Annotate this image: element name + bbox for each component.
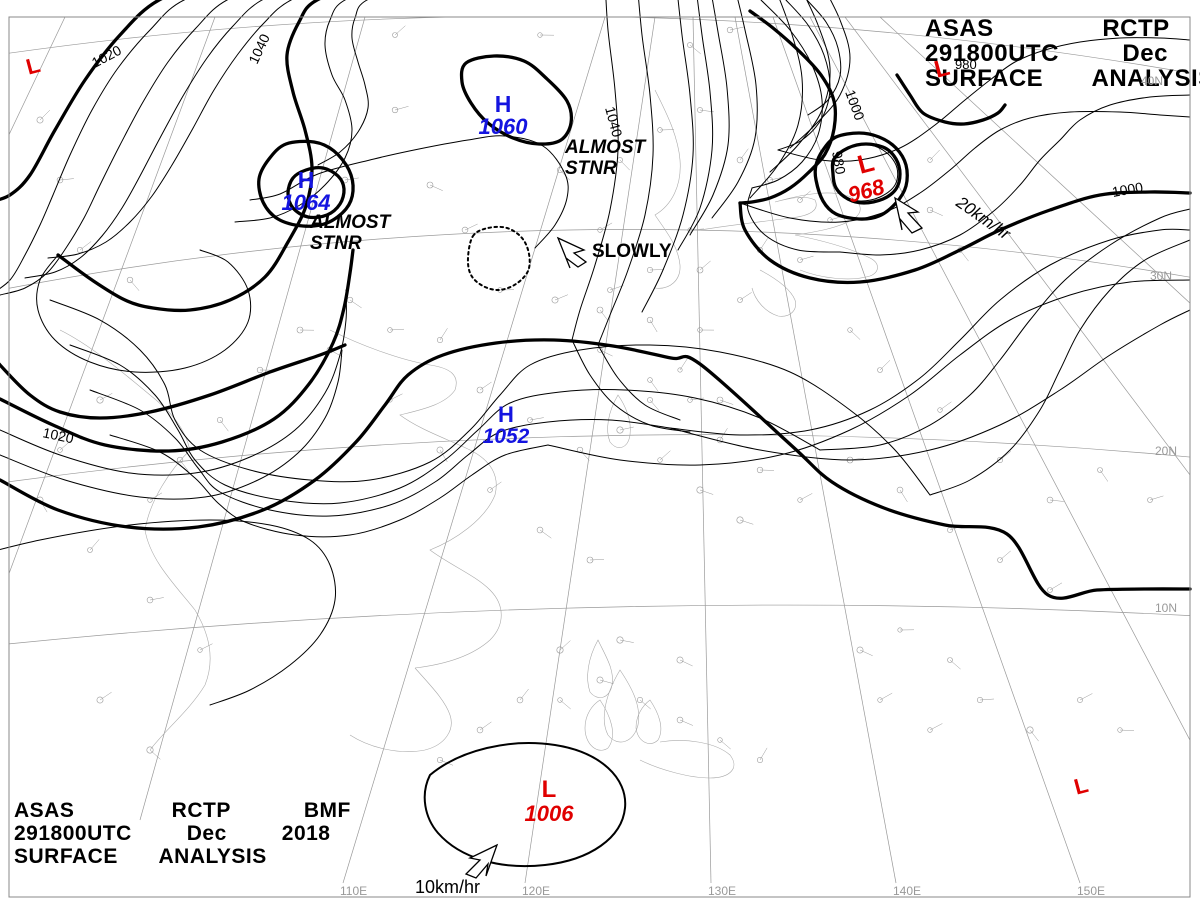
svg-text:968: 968 [845, 174, 888, 208]
svg-text:ALMOST: ALMOST [564, 137, 647, 158]
svg-text:140E: 140E [893, 884, 921, 898]
svg-text:L: L [23, 52, 42, 80]
svg-text:130E: 130E [708, 884, 736, 898]
svg-text:1040: 1040 [602, 105, 626, 139]
svg-text:291800UTC Dec 2018: 291800UTC Dec 2018 [14, 822, 330, 845]
svg-text:SLOWLY: SLOWLY [592, 241, 672, 262]
svg-text:980: 980 [955, 57, 977, 72]
svg-text:L: L [1071, 772, 1090, 800]
svg-text:ALMOST: ALMOST [309, 212, 392, 233]
svg-text:1000: 1000 [842, 88, 868, 123]
svg-text:30N: 30N [1150, 269, 1172, 283]
svg-text:110E: 110E [340, 884, 367, 898]
svg-text:ASAS RCTP BMF: ASAS RCTP BMF [925, 15, 1200, 42]
svg-text:40N: 40N [1141, 74, 1163, 88]
svg-text:STNR: STNR [310, 233, 362, 254]
svg-text:SURFACE ANALYSIS: SURFACE ANALYSIS [14, 845, 267, 868]
svg-text:1000: 1000 [1111, 179, 1145, 200]
svg-text:ASAS RCTP BMF: ASAS RCTP BMF [14, 799, 351, 822]
svg-text:L: L [542, 776, 557, 803]
svg-text:150E: 150E [1077, 884, 1105, 898]
svg-text:1006: 1006 [525, 801, 575, 826]
svg-text:1060: 1060 [479, 114, 529, 139]
svg-text:1040: 1040 [245, 31, 273, 66]
svg-text:1052: 1052 [483, 425, 530, 448]
svg-text:20N: 20N [1155, 444, 1177, 458]
svg-text:1020: 1020 [41, 424, 75, 446]
svg-text:STNR: STNR [565, 158, 617, 179]
svg-text:10N: 10N [1155, 601, 1177, 615]
svg-text:120E: 120E [522, 884, 550, 898]
svg-text:H: H [498, 402, 514, 427]
svg-text:10km/hr: 10km/hr [415, 877, 480, 897]
